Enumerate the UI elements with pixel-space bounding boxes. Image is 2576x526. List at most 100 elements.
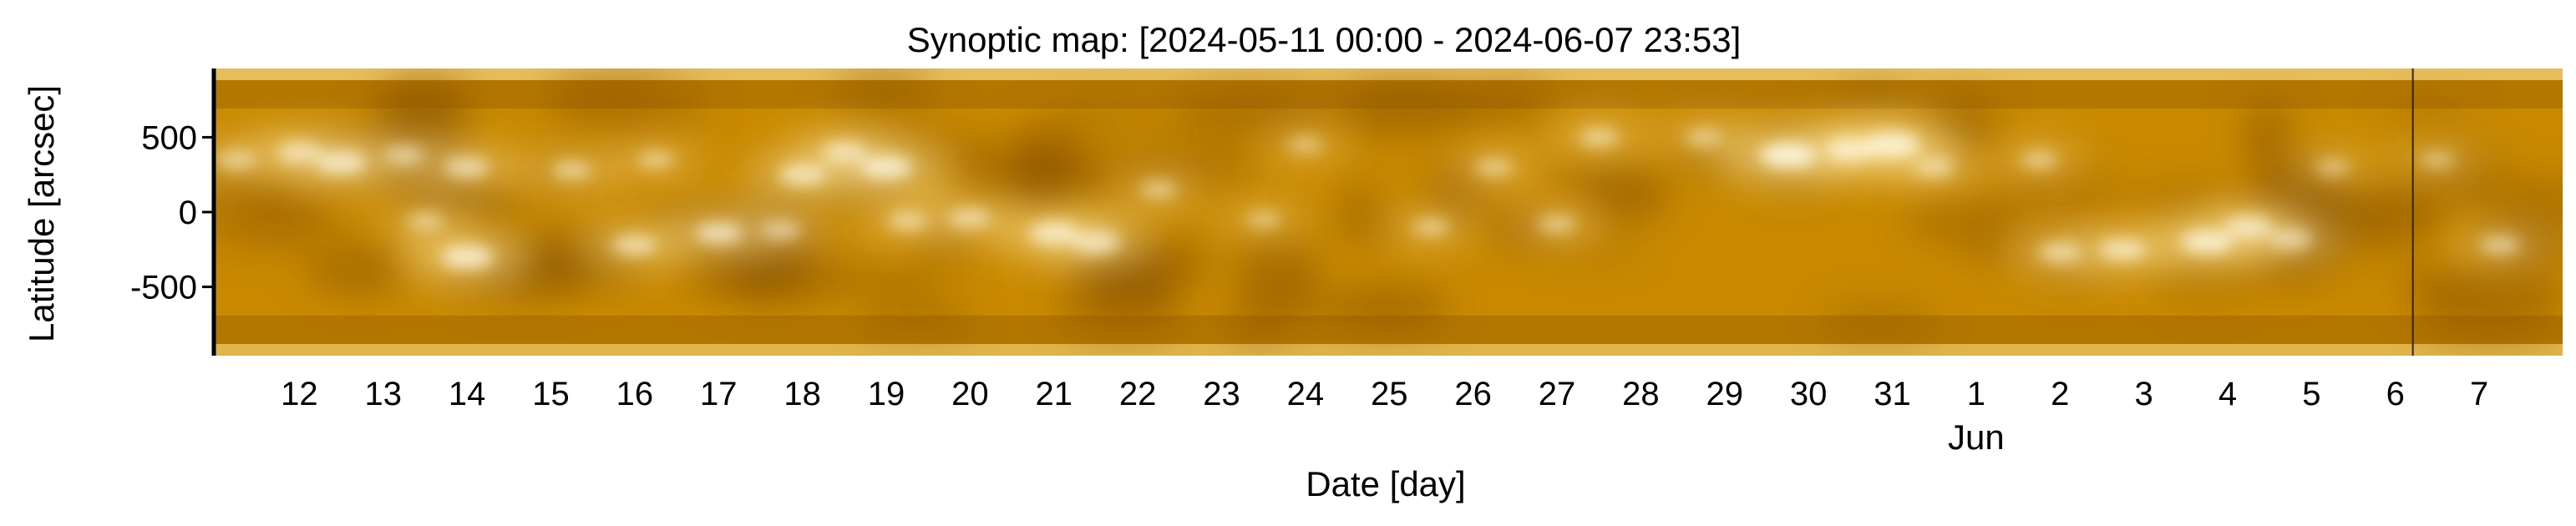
active-region: [778, 164, 827, 186]
x-month-label: Jun: [1948, 417, 2005, 457]
active-region: [948, 208, 991, 228]
x-tick-label: 26: [1454, 376, 1492, 412]
active-region: [761, 220, 802, 240]
dark-patch: [540, 78, 664, 109]
dark-patch: [1904, 190, 2016, 247]
dark-patch: [1818, 301, 1940, 343]
active-region: [1579, 128, 1620, 147]
active-region: [887, 211, 928, 230]
dark-patch: [2242, 99, 2294, 167]
x-tick-label: 22: [1119, 376, 1157, 412]
x-tick-label: 13: [364, 376, 402, 412]
synoptic-heatmap: [216, 68, 2563, 356]
active-region: [611, 235, 657, 255]
dark-patch: [1052, 96, 1164, 134]
dark-patch: [1836, 81, 1915, 113]
x-tick-label: 25: [1371, 376, 1408, 412]
active-region: [1028, 221, 1079, 245]
x-tick-label: 6: [2386, 376, 2405, 412]
x-tick-label: 17: [700, 376, 738, 412]
dark-patch: [1432, 89, 1536, 123]
active-region: [1287, 136, 1323, 154]
y-tick-label: -500: [130, 270, 197, 306]
bright-regions: [216, 114, 2553, 286]
active-region: [2180, 230, 2234, 255]
active-region: [440, 245, 494, 269]
x-tick-label: 24: [1287, 376, 1325, 412]
x-tick-label: 23: [1203, 376, 1240, 412]
x-tick-label: 31: [1874, 376, 1911, 412]
active-region: [1538, 215, 1576, 233]
x-tick-label: 20: [951, 376, 989, 412]
x-axis-ticks: 12 13 14 15 16 17 18 19 20 21 22 23 24 25 26 27 28 29 30 31…: [281, 376, 2488, 412]
x-tick-label: 3: [2134, 376, 2153, 412]
active-region: [383, 145, 424, 165]
x-tick-label: 30: [1790, 376, 1828, 412]
active-region: [2419, 151, 2455, 169]
active-region: [316, 151, 367, 174]
dark-patch: [1265, 273, 1328, 324]
chart-title: Synoptic map: [2024-05-11 00:00 - 2024-0…: [907, 20, 1742, 59]
active-region: [1139, 180, 1178, 199]
y-axis-ticks: 500 0 -500: [130, 119, 214, 306]
dark-patch: [677, 260, 809, 296]
active-region: [406, 212, 444, 230]
x-tick-label: 5: [2302, 376, 2320, 412]
active-region: [1864, 132, 1920, 158]
active-region: [2480, 235, 2521, 255]
active-region: [276, 141, 322, 163]
active-region: [1685, 128, 1723, 147]
dark-patch: [232, 185, 335, 238]
dark-patch: [2403, 264, 2563, 301]
limb-band-bottom: [216, 344, 2563, 356]
active-region: [1758, 142, 1817, 169]
dark-patch: [2464, 174, 2563, 230]
dark-patch: [1167, 84, 1331, 139]
active-region: [444, 156, 490, 178]
active-region: [216, 150, 257, 169]
active-region: [551, 160, 592, 180]
x-tick-label: 28: [1622, 376, 1660, 412]
limb-band-top: [216, 68, 2563, 80]
active-region: [636, 150, 675, 169]
x-tick-label: 27: [1539, 376, 1576, 412]
dark-patch: [1539, 160, 1663, 190]
y-tick-label: 500: [141, 119, 197, 156]
active-region: [2020, 150, 2058, 169]
x-tick-label: 18: [783, 376, 821, 412]
x-tick-label: 12: [281, 376, 318, 412]
x-tick-label: 15: [532, 376, 570, 412]
dark-patch: [2310, 176, 2462, 225]
active-region: [1245, 210, 1281, 228]
active-region: [1825, 138, 1876, 161]
x-tick-label: 21: [1035, 376, 1072, 412]
active-region: [1914, 158, 1955, 177]
active-region: [1412, 218, 1450, 236]
dark-patch: [856, 302, 977, 335]
x-tick-label: 2: [2051, 376, 2069, 412]
y-axis-label: Latitude [arcsec]: [22, 85, 61, 342]
y-tick-label: 0: [179, 195, 197, 231]
x-axis-label: Date [day]: [1306, 464, 1465, 503]
active-region: [821, 141, 867, 163]
active-region: [2315, 159, 2350, 176]
dark-patch: [1333, 174, 1385, 230]
x-tick-label: 16: [616, 376, 654, 412]
active-region: [694, 222, 743, 245]
dark-patch: [306, 243, 410, 296]
x-tick-label: 14: [449, 376, 486, 412]
x-tick-label: 19: [868, 376, 905, 412]
x-tick-label: 4: [2219, 376, 2237, 412]
x-tick-label: 1: [1967, 376, 1985, 412]
active-region: [2038, 242, 2082, 263]
active-region: [1475, 158, 1514, 176]
dark-patch: [1321, 284, 1452, 333]
active-region: [1072, 230, 1120, 253]
active-region: [2224, 215, 2273, 238]
dark-patch: [2383, 99, 2475, 129]
x-tick-label: 7: [2470, 376, 2488, 412]
active-region: [2269, 229, 2312, 250]
active-region: [2099, 238, 2148, 260]
active-region: [860, 155, 913, 180]
